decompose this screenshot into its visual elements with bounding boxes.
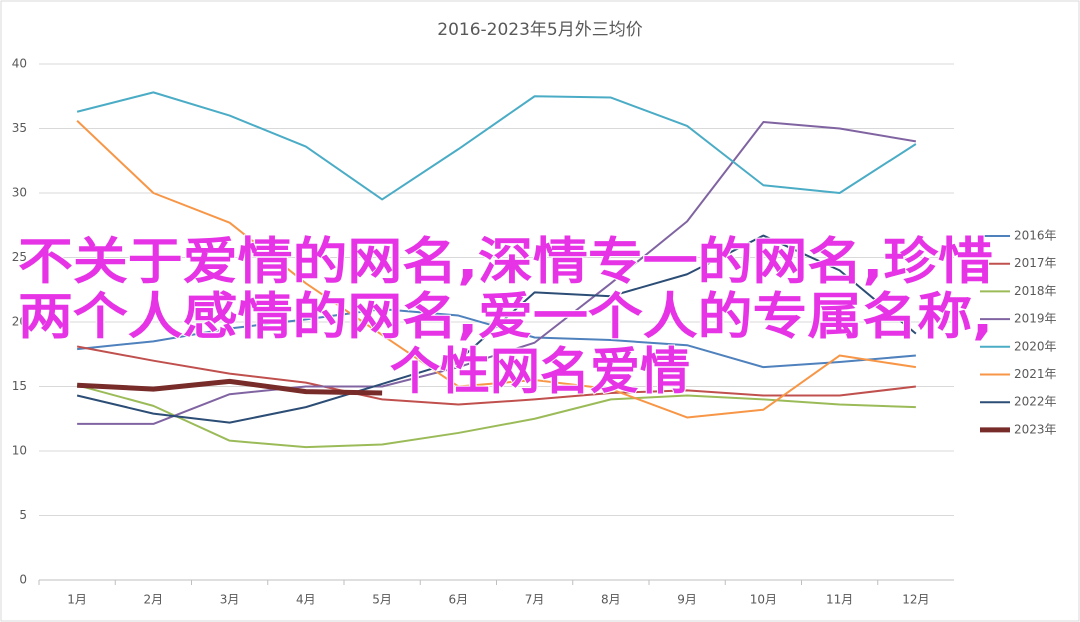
series-line: [76, 345, 916, 406]
x-tick-label: 5月: [372, 593, 392, 607]
overlay-headline: 个性网名爱情: [390, 343, 690, 401]
y-tick-label: 15: [12, 379, 27, 393]
legend-label: 2018年: [1014, 284, 1057, 298]
x-tick-label: 3月: [220, 593, 240, 607]
x-tick-label: 8月: [601, 593, 621, 607]
x-tick-label: 1月: [67, 593, 87, 607]
legend-label: 2022年: [1014, 395, 1057, 409]
y-tick-label: 5: [19, 508, 27, 522]
series-line: [76, 378, 383, 396]
series-line: [76, 234, 917, 424]
series-line: [76, 120, 917, 419]
legend-label: 2019年: [1014, 312, 1057, 326]
legend-label: 2023年: [1014, 422, 1057, 436]
overlay-headline: 不关于爱情的网名,深情专一的网名,珍惜: [18, 233, 993, 291]
y-tick-label: 10: [12, 444, 27, 458]
x-tick-label: 12月: [902, 593, 929, 607]
x-tick-label: 9月: [677, 593, 697, 607]
y-tick-label: 0: [19, 573, 27, 587]
overlay-headline: 两个人感情的网名,爱一个人的专属名称,: [18, 288, 993, 346]
x-tick-label: 2月: [144, 593, 164, 607]
x-tick-label: 11月: [826, 593, 853, 607]
legend-label: 2020年: [1014, 339, 1057, 353]
y-tick-label: 35: [12, 121, 27, 135]
y-tick-label: 30: [12, 186, 27, 200]
x-tick-label: 10月: [750, 593, 777, 607]
legend-label: 2017年: [1014, 256, 1057, 270]
series-line: [76, 91, 917, 201]
x-tick-label: 6月: [449, 593, 469, 607]
legend-label: 2016年: [1014, 229, 1057, 243]
x-tick-label: 4月: [296, 593, 316, 607]
y-tick-label: 40: [12, 57, 27, 71]
chart-title: 2016-2023年5月外三均价: [437, 20, 642, 40]
y-tick-label: 20: [12, 315, 27, 329]
y-tick-label: 25: [12, 250, 27, 264]
x-tick-label: 7月: [525, 593, 545, 607]
series-line: [77, 121, 917, 425]
legend-label: 2021年: [1014, 367, 1057, 381]
